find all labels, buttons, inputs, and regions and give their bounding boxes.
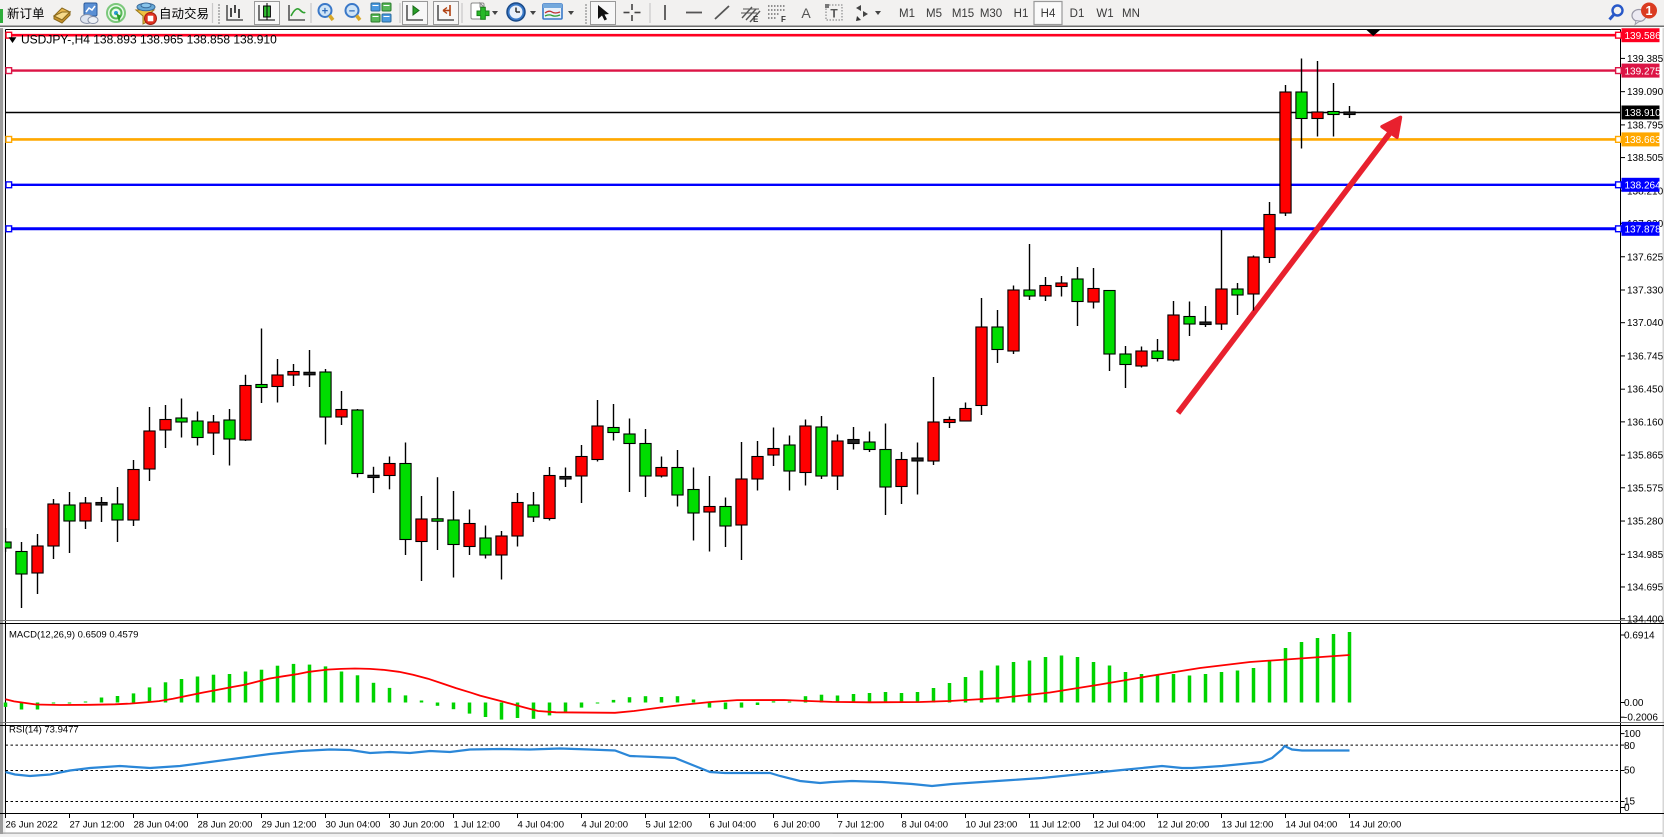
svg-text:H1: H1 bbox=[1014, 8, 1029, 20]
svg-text:136.745: 136.745 bbox=[1627, 351, 1664, 362]
svg-text:USDJPY-,H4 138.893 138.965 13: USDJPY-,H4 138.893 138.965 138.858 138.9… bbox=[21, 33, 277, 47]
svg-text:28 Jun 20:00: 28 Jun 20:00 bbox=[198, 820, 253, 831]
svg-text:+: + bbox=[322, 6, 328, 18]
svg-text:10 Jul 23:00: 10 Jul 23:00 bbox=[966, 820, 1018, 831]
svg-text:F: F bbox=[781, 15, 786, 24]
svg-text:11 Jul 12:00: 11 Jul 12:00 bbox=[1030, 820, 1081, 831]
svg-text:27 Jun 12:00: 27 Jun 12:00 bbox=[70, 820, 125, 831]
svg-text:8 Jul 04:00: 8 Jul 04:00 bbox=[902, 820, 948, 831]
svg-text:0.6914: 0.6914 bbox=[1624, 631, 1655, 642]
svg-text:−: − bbox=[349, 6, 355, 18]
svg-text:M15: M15 bbox=[952, 8, 974, 20]
svg-text:137.040: 137.040 bbox=[1627, 318, 1664, 329]
svg-text:M5: M5 bbox=[926, 8, 942, 20]
svg-text:13 Jul 12:00: 13 Jul 12:00 bbox=[1222, 820, 1274, 831]
svg-text:D1: D1 bbox=[1070, 8, 1085, 20]
svg-text:139.275: 139.275 bbox=[1625, 66, 1662, 77]
svg-text:28 Jun 04:00: 28 Jun 04:00 bbox=[134, 820, 189, 831]
svg-text:135.865: 135.865 bbox=[1627, 451, 1664, 462]
svg-text:6 Jul 20:00: 6 Jul 20:00 bbox=[774, 820, 820, 831]
svg-text:137.330: 137.330 bbox=[1627, 286, 1664, 297]
svg-text:15: 15 bbox=[1624, 797, 1636, 808]
svg-text:138.910: 138.910 bbox=[1625, 108, 1662, 119]
svg-text:12 Jul 04:00: 12 Jul 04:00 bbox=[1094, 820, 1146, 831]
svg-text:0.00: 0.00 bbox=[1624, 698, 1644, 709]
svg-text:100: 100 bbox=[1624, 729, 1641, 740]
svg-text:14 Jul 20:00: 14 Jul 20:00 bbox=[1350, 820, 1402, 831]
svg-text:30 Jun 04:00: 30 Jun 04:00 bbox=[326, 820, 381, 831]
svg-text:14 Jul 04:00: 14 Jul 04:00 bbox=[1286, 820, 1338, 831]
svg-text:12 Jul 20:00: 12 Jul 20:00 bbox=[1158, 820, 1210, 831]
svg-text:134.985: 134.985 bbox=[1627, 550, 1664, 561]
svg-text:1: 1 bbox=[1646, 4, 1653, 18]
svg-text:MACD(12,26,9) 0.6509 0.4579: MACD(12,26,9) 0.6509 0.4579 bbox=[9, 630, 138, 641]
svg-text:137.625: 137.625 bbox=[1627, 252, 1664, 263]
svg-text:139.385: 139.385 bbox=[1627, 54, 1664, 65]
svg-text:139.090: 139.090 bbox=[1627, 87, 1664, 98]
svg-text:H4: H4 bbox=[1041, 8, 1056, 20]
svg-text:134.695: 134.695 bbox=[1627, 582, 1664, 593]
svg-text:139.586: 139.586 bbox=[1625, 31, 1662, 42]
svg-text:自动交易: 自动交易 bbox=[159, 6, 209, 21]
svg-text:新订单: 新订单 bbox=[7, 6, 45, 21]
svg-text:MN: MN bbox=[1122, 8, 1140, 20]
svg-text:4 Jul 04:00: 4 Jul 04:00 bbox=[518, 820, 564, 831]
svg-text:A: A bbox=[801, 5, 811, 21]
svg-text:138.264: 138.264 bbox=[1625, 181, 1662, 192]
svg-text:5 Jul 12:00: 5 Jul 12:00 bbox=[646, 820, 692, 831]
svg-text:26 Jun 2022: 26 Jun 2022 bbox=[6, 820, 58, 831]
svg-text:138.663: 138.663 bbox=[1625, 135, 1662, 146]
svg-text:138.210: 138.210 bbox=[1627, 186, 1664, 197]
svg-text:80: 80 bbox=[1624, 741, 1636, 752]
svg-text:135.280: 135.280 bbox=[1627, 517, 1664, 528]
svg-text:135.575: 135.575 bbox=[1627, 483, 1664, 494]
svg-text:50: 50 bbox=[1624, 766, 1636, 777]
svg-text:RSI(14) 73.9477: RSI(14) 73.9477 bbox=[9, 725, 79, 736]
svg-text:6 Jul 04:00: 6 Jul 04:00 bbox=[710, 820, 756, 831]
svg-text:M30: M30 bbox=[980, 8, 1002, 20]
svg-text:138.505: 138.505 bbox=[1627, 153, 1664, 164]
svg-text:0: 0 bbox=[1624, 803, 1630, 814]
svg-text:4 Jul 20:00: 4 Jul 20:00 bbox=[582, 820, 628, 831]
svg-text:29 Jun 12:00: 29 Jun 12:00 bbox=[262, 820, 317, 831]
svg-text:-0.2006: -0.2006 bbox=[1624, 713, 1658, 724]
svg-text:136.450: 136.450 bbox=[1627, 385, 1664, 396]
svg-text:M1: M1 bbox=[899, 8, 915, 20]
svg-text:7 Jul 12:00: 7 Jul 12:00 bbox=[838, 820, 884, 831]
svg-text:W1: W1 bbox=[1096, 8, 1113, 20]
svg-text:1 Jul 12:00: 1 Jul 12:00 bbox=[454, 820, 500, 831]
svg-text:30 Jun 20:00: 30 Jun 20:00 bbox=[390, 820, 445, 831]
svg-text:136.160: 136.160 bbox=[1627, 417, 1664, 428]
svg-text:134.400: 134.400 bbox=[1627, 614, 1664, 625]
svg-text:E: E bbox=[753, 15, 759, 24]
svg-text:137.878: 137.878 bbox=[1625, 225, 1662, 236]
svg-text:T: T bbox=[830, 7, 838, 21]
svg-text:138.795: 138.795 bbox=[1627, 120, 1664, 131]
